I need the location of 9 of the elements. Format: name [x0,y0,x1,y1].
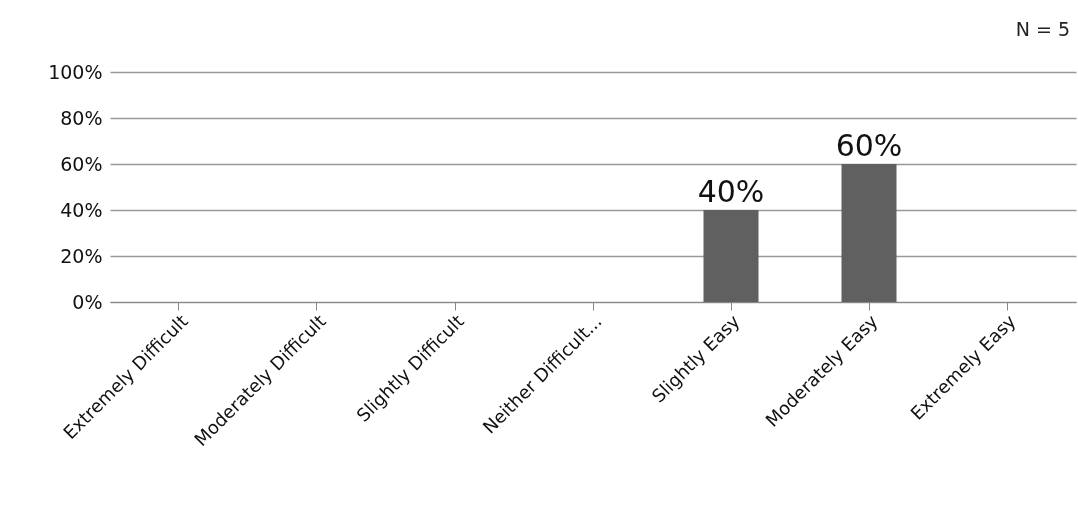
y-tick-label: 20% [60,244,103,267]
data-label: 40% [697,174,765,209]
y-tick-label: 100% [48,60,103,83]
data-label: 60% [835,128,903,163]
y-tick-label: 40% [60,198,103,221]
y-tick-label: 60% [60,152,103,175]
y-tick-label: 80% [60,106,103,129]
text: N = 5 [1015,18,1070,40]
y-tick-label: 0% [72,290,103,313]
